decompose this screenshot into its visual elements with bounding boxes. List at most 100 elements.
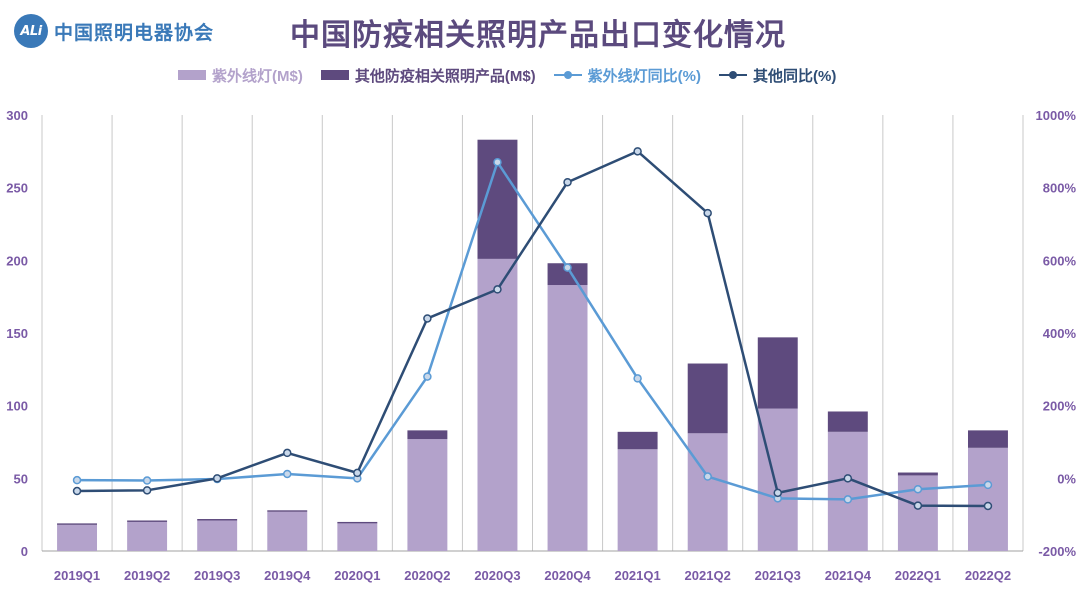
logo-mark: ALi xyxy=(14,14,48,48)
x-axis-tick-label: 2020Q4 xyxy=(544,568,591,583)
legend-label-other-line: 其他同比(%) xyxy=(753,67,837,85)
x-axis-tick-label: 2020Q2 xyxy=(404,568,450,583)
bar-other-product xyxy=(617,431,658,450)
legend-swatch-uv-bar xyxy=(178,70,206,80)
bar-other-product xyxy=(687,363,728,434)
logo-text: 中国照明电器协会 xyxy=(54,21,215,44)
other-yoy-point xyxy=(703,208,712,218)
legend-item-uv-bar: 紫外线灯(M$) xyxy=(178,65,303,86)
other-yoy-point xyxy=(72,486,82,496)
bar-uv-lamp xyxy=(617,449,658,551)
bar-other-product xyxy=(337,521,378,524)
uv-yoy-point xyxy=(142,476,152,485)
x-axis-tick-label: 2019Q3 xyxy=(194,568,240,583)
right-axis-tick-label: 200% xyxy=(1043,399,1077,414)
left-axis-tick-label: 150 xyxy=(6,326,28,341)
other-yoy-point xyxy=(843,474,853,483)
uv-yoy-point xyxy=(563,263,572,272)
x-axis-tick-label: 2021Q3 xyxy=(755,568,801,583)
bar-uv-lamp xyxy=(477,258,518,551)
bar-uv-lamp xyxy=(337,523,378,551)
bar-other-product xyxy=(967,430,1008,448)
x-axis-tick-label: 2020Q3 xyxy=(474,568,520,583)
left-axis-tick-label: 0 xyxy=(21,544,28,559)
uv-yoy-point xyxy=(913,484,923,494)
left-axis-tick-label: 200 xyxy=(6,253,28,268)
right-axis-tick-label: -200% xyxy=(1038,544,1076,559)
other-yoy-point xyxy=(983,501,993,511)
right-axis-tick-label: 1000% xyxy=(1036,108,1077,123)
uv-yoy-point xyxy=(423,372,432,381)
right-axis-tick-label: 600% xyxy=(1043,253,1077,268)
bar-uv-lamp xyxy=(127,521,168,551)
legend-label-uv-line: 紫外线灯同比(%) xyxy=(587,67,702,85)
legend-swatch-other-line xyxy=(719,67,748,83)
right-axis-tick-label: 400% xyxy=(1043,326,1077,341)
other-yoy-point xyxy=(913,501,923,510)
other-yoy-line xyxy=(77,150,988,508)
legend-item-other-bar: 其他防疫相关照明产品(M$) xyxy=(320,65,536,86)
legend-label-uv-bar: 紫外线灯(M$) xyxy=(212,67,303,85)
logo: ALi 中国照明电器协会 xyxy=(14,14,214,48)
legend-item-uv-line: 紫外线灯同比(%) xyxy=(553,65,702,86)
bar-uv-lamp xyxy=(827,431,868,551)
bar-other-product xyxy=(267,510,308,512)
right-axis-tick-label: 0% xyxy=(1057,471,1076,486)
bar-other-product xyxy=(407,430,448,440)
legend-label-other-bar: 其他防疫相关照明产品(M$) xyxy=(354,67,536,85)
bar-other-product xyxy=(757,337,798,409)
legend-swatch-uv-line xyxy=(553,67,582,83)
x-axis-tick-label: 2022Q2 xyxy=(965,568,1011,583)
x-axis-tick-label: 2019Q1 xyxy=(54,568,100,583)
other-yoy-point xyxy=(212,474,222,483)
left-axis-tick-label: 50 xyxy=(14,471,28,486)
uv-yoy-point xyxy=(983,480,993,490)
bar-uv-lamp xyxy=(267,511,308,551)
uv-yoy-point xyxy=(72,475,82,485)
x-axis-tick-label: 2021Q2 xyxy=(685,568,731,583)
other-yoy-point xyxy=(563,177,572,187)
bar-uv-lamp xyxy=(197,520,238,551)
x-axis-tick-label: 2022Q1 xyxy=(895,568,941,583)
bar-other-product xyxy=(897,472,938,476)
bar-uv-lamp xyxy=(687,433,728,551)
other-yoy-point xyxy=(633,147,642,156)
right-axis-tick-label: 800% xyxy=(1043,181,1077,196)
x-axis-tick-label: 2019Q4 xyxy=(264,568,311,583)
bar-uv-lamp xyxy=(547,285,588,551)
uv-yoy-point xyxy=(493,157,502,167)
left-axis-tick-label: 300 xyxy=(6,108,28,123)
bar-other-product xyxy=(477,139,518,259)
uv-yoy-point xyxy=(633,374,642,383)
bar-other-product xyxy=(547,263,588,286)
uv-yoy-point xyxy=(843,495,853,504)
left-axis-tick-label: 100 xyxy=(6,399,28,414)
uv-yoy-point xyxy=(283,469,292,479)
bar-other-product xyxy=(197,519,238,521)
other-yoy-point xyxy=(493,285,502,294)
bar-other-product xyxy=(57,523,98,525)
x-axis-tick-label: 2019Q2 xyxy=(124,568,170,583)
other-yoy-point xyxy=(283,448,292,458)
bar-uv-lamp xyxy=(967,447,1008,551)
other-yoy-point xyxy=(773,488,782,498)
uv-yoy-line xyxy=(77,160,989,501)
legend-item-other-line: 其他同比(%) xyxy=(719,65,836,86)
x-axis-tick-label: 2020Q1 xyxy=(334,568,380,583)
other-yoy-point xyxy=(353,468,362,478)
bar-uv-lamp xyxy=(407,439,448,551)
bar-other-product xyxy=(827,411,868,432)
bar-uv-lamp xyxy=(57,524,98,551)
uv-yoy-point xyxy=(703,472,712,481)
legend-swatch-other-bar xyxy=(320,70,349,80)
legend: 紫外线灯(M$) 其他防疫相关照明产品(M$) 紫外线灯同比(%) 其他同比(%… xyxy=(178,64,836,86)
x-axis-tick-label: 2021Q1 xyxy=(614,568,660,583)
other-yoy-point xyxy=(142,486,152,495)
chart-title: 中国防疫相关照明产品出口变化情况 xyxy=(290,19,786,52)
left-axis-tick-label: 250 xyxy=(6,181,28,196)
bar-uv-lamp xyxy=(757,408,798,551)
x-axis-tick-label: 2021Q4 xyxy=(825,568,872,583)
bar-other-product xyxy=(127,520,168,522)
other-yoy-point xyxy=(423,314,432,323)
